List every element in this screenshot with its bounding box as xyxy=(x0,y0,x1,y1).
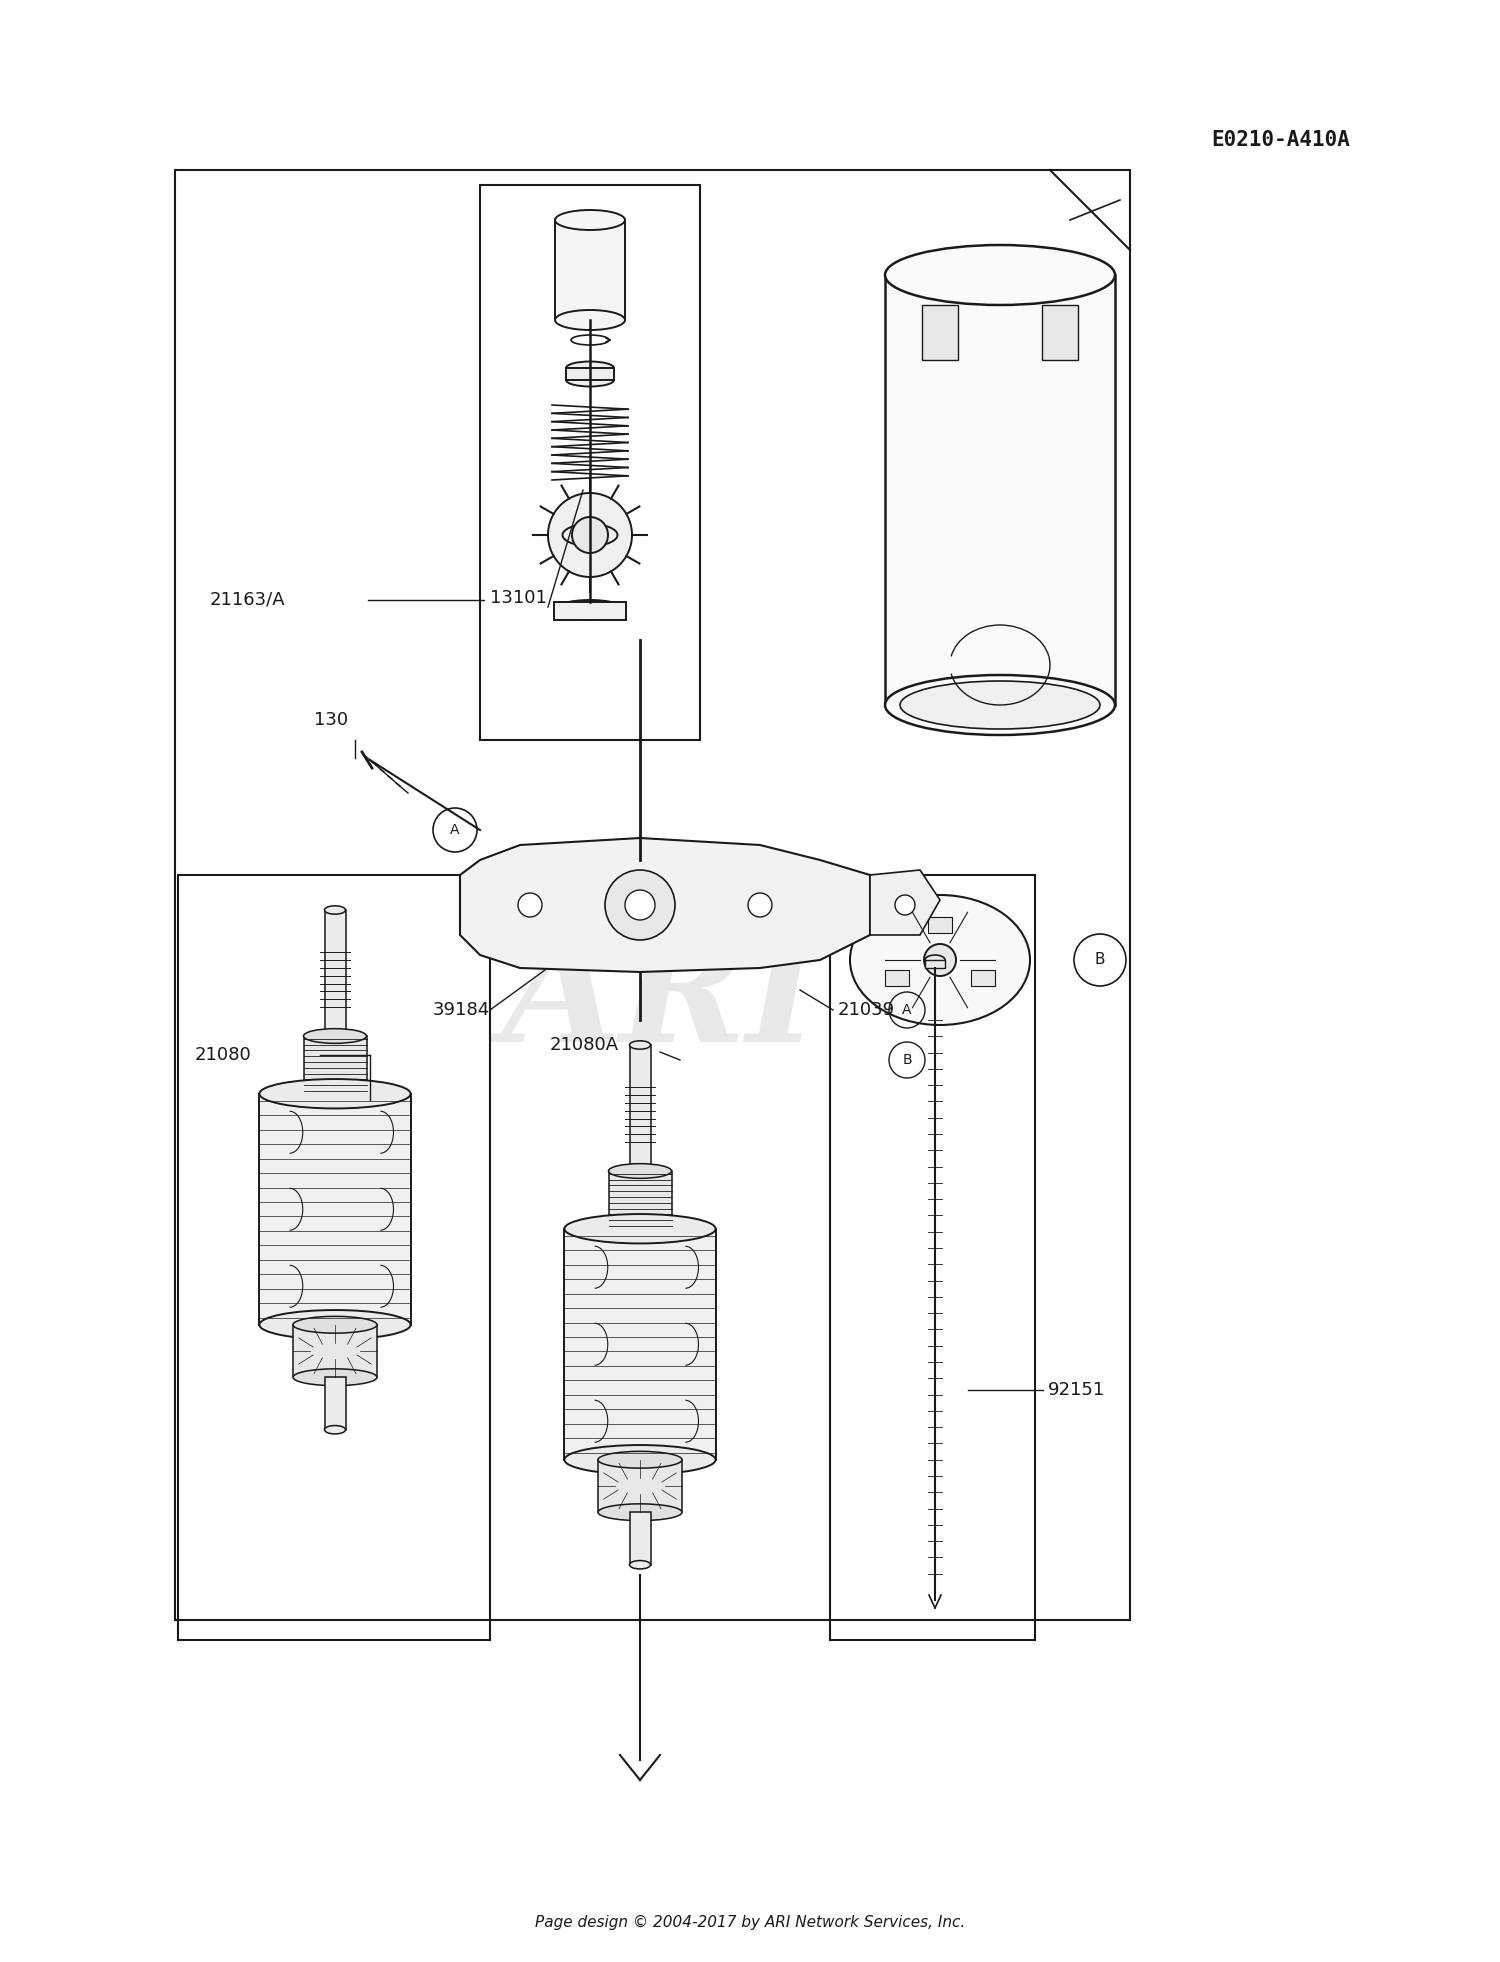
Bar xyxy=(885,969,909,985)
Ellipse shape xyxy=(324,906,345,914)
Bar xyxy=(292,1324,376,1377)
Text: 130: 130 xyxy=(314,710,348,730)
Ellipse shape xyxy=(303,1087,366,1101)
Text: 92151: 92151 xyxy=(1048,1381,1106,1399)
Bar xyxy=(830,875,1035,1640)
Ellipse shape xyxy=(566,361,614,375)
Ellipse shape xyxy=(564,1446,716,1475)
Text: A: A xyxy=(450,822,459,838)
Ellipse shape xyxy=(260,1311,411,1340)
Ellipse shape xyxy=(555,310,626,330)
Ellipse shape xyxy=(885,245,1114,304)
Ellipse shape xyxy=(850,895,1030,1024)
Circle shape xyxy=(924,944,956,975)
Text: 21080: 21080 xyxy=(195,1046,252,1063)
Text: 21163/A: 21163/A xyxy=(210,591,285,608)
Bar xyxy=(324,1377,345,1430)
Bar xyxy=(630,1513,651,1566)
Circle shape xyxy=(896,895,915,914)
Bar xyxy=(1042,304,1078,359)
Ellipse shape xyxy=(609,1222,672,1236)
Bar xyxy=(564,1228,716,1460)
Ellipse shape xyxy=(324,1426,345,1434)
Ellipse shape xyxy=(292,1317,376,1332)
Ellipse shape xyxy=(598,1452,682,1468)
Bar xyxy=(972,969,996,985)
Text: ARI: ARI xyxy=(501,926,819,1075)
Text: 21039: 21039 xyxy=(839,1001,896,1018)
Bar xyxy=(609,1171,672,1228)
Circle shape xyxy=(604,869,675,940)
Ellipse shape xyxy=(926,955,945,965)
Text: 13101: 13101 xyxy=(490,589,548,606)
Circle shape xyxy=(626,891,656,920)
Text: E0210-A410A: E0210-A410A xyxy=(1210,129,1350,149)
Text: 39184: 39184 xyxy=(432,1001,490,1018)
Text: B: B xyxy=(1095,952,1106,967)
Bar xyxy=(922,304,958,359)
Ellipse shape xyxy=(598,1503,682,1521)
Polygon shape xyxy=(460,838,870,971)
Text: Page design © 2004-2017 by ARI Network Services, Inc.: Page design © 2004-2017 by ARI Network S… xyxy=(536,1915,964,1931)
Ellipse shape xyxy=(900,681,1100,730)
Ellipse shape xyxy=(630,1560,651,1570)
Circle shape xyxy=(748,893,772,916)
Bar xyxy=(926,959,945,967)
Ellipse shape xyxy=(562,524,618,545)
Bar xyxy=(630,1046,651,1181)
Bar xyxy=(555,220,626,320)
Bar xyxy=(176,171,1130,1621)
Bar xyxy=(554,602,626,620)
Text: A: A xyxy=(903,1003,912,1016)
Bar xyxy=(928,916,952,934)
Bar xyxy=(480,184,700,740)
Circle shape xyxy=(518,893,542,916)
Ellipse shape xyxy=(292,1369,376,1385)
Circle shape xyxy=(572,518,608,553)
Bar xyxy=(178,875,490,1640)
Ellipse shape xyxy=(885,675,1114,736)
Text: 21080A: 21080A xyxy=(550,1036,620,1054)
Ellipse shape xyxy=(260,1079,411,1109)
Circle shape xyxy=(548,492,632,577)
Ellipse shape xyxy=(566,373,614,387)
Ellipse shape xyxy=(554,600,626,620)
Ellipse shape xyxy=(609,1163,672,1179)
Bar xyxy=(598,1460,682,1513)
Bar xyxy=(566,369,614,381)
Bar xyxy=(260,1093,411,1324)
Ellipse shape xyxy=(572,604,608,614)
Ellipse shape xyxy=(630,1040,651,1050)
Polygon shape xyxy=(870,869,940,936)
Ellipse shape xyxy=(303,1028,366,1044)
Bar xyxy=(885,275,1114,704)
Bar xyxy=(324,910,345,1046)
Bar xyxy=(303,1036,366,1093)
Text: B: B xyxy=(902,1054,912,1067)
Ellipse shape xyxy=(555,210,626,230)
Ellipse shape xyxy=(564,1214,716,1244)
